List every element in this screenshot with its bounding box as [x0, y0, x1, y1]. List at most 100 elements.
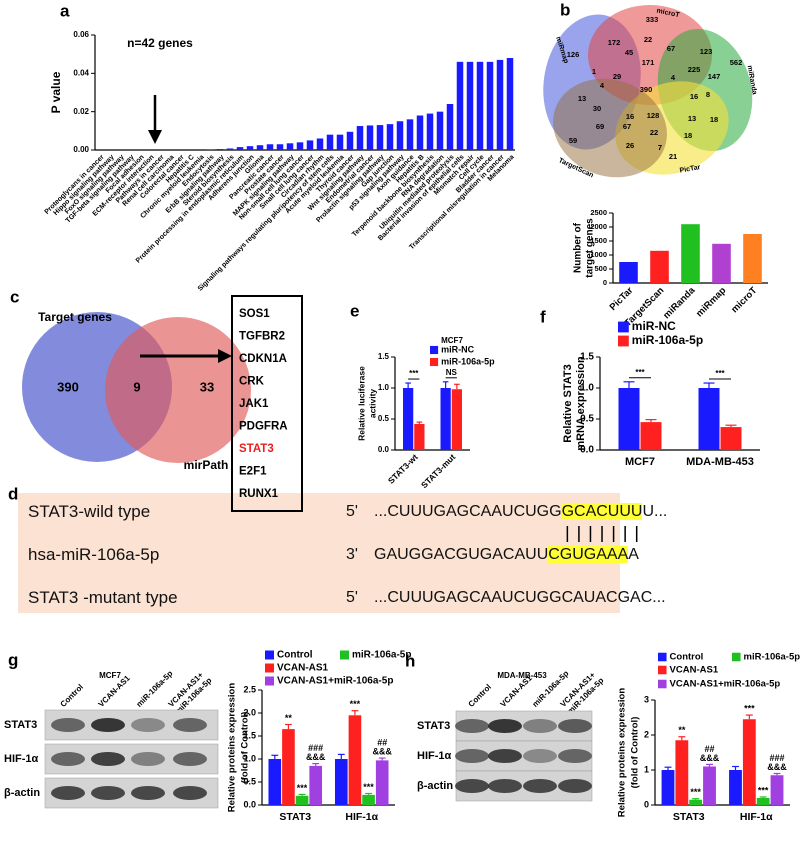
bar	[466, 61, 474, 151]
bar	[506, 58, 514, 150]
bar	[403, 388, 414, 450]
y-tick-label: 0.04	[73, 68, 89, 77]
gene-box	[231, 295, 303, 512]
venn-count: 171	[642, 58, 655, 67]
bar	[440, 388, 451, 450]
sequence-label: STAT3 -mutant type	[28, 588, 178, 607]
blot-band	[173, 718, 207, 732]
y-tick-label: 0.06	[73, 30, 89, 39]
y-axis-label: Number of	[573, 222, 584, 273]
bar	[640, 422, 662, 450]
panel-letter: c	[10, 287, 19, 306]
panel-letter: g	[8, 650, 18, 669]
gene-name: TGFBR2	[239, 331, 285, 343]
bar	[486, 61, 494, 151]
sequence-background	[18, 493, 620, 613]
venn-count: 390	[640, 85, 653, 94]
sequence: ...CUUUGAGCAAUCUGGGCACUUUU...	[374, 501, 667, 523]
sequence-row: STAT3-wild type 5' ...CUUUGAGCAAUCUGGGCACU…	[18, 501, 667, 523]
venn-count: 390	[57, 379, 79, 394]
bar	[266, 144, 274, 150]
legend-label: miR-106a-5p	[744, 652, 800, 663]
y-tick-label: 2.5	[243, 684, 256, 694]
y-tick-label: 1500	[590, 236, 607, 245]
comparison-label: ***	[635, 368, 645, 377]
sequence-end: 3'	[346, 546, 358, 563]
significance-label: ***	[758, 785, 769, 795]
bar	[703, 766, 716, 805]
chart-title: MCF7	[441, 336, 463, 345]
bar	[316, 138, 324, 150]
lane-label: Control	[467, 682, 493, 708]
blot-band	[51, 786, 85, 800]
bar	[336, 134, 344, 150]
legend-swatch	[658, 665, 667, 675]
significance-label: &&&	[306, 752, 326, 762]
y-tick-label: 1000	[590, 250, 607, 259]
bar	[675, 740, 689, 805]
venn-count: 18	[710, 115, 718, 124]
significance-label: **	[678, 725, 686, 735]
gene-name: RUNX1	[239, 488, 279, 500]
bar	[334, 759, 348, 805]
panel-letter: d	[8, 484, 18, 503]
y-axis-label: Relative proteins expression	[617, 688, 628, 818]
legend-swatch	[340, 650, 349, 660]
venn-count: 45	[625, 48, 633, 57]
y-tick-label: 0.0	[378, 445, 390, 454]
venn-set-label: PicTar	[679, 164, 701, 175]
blot-band	[91, 786, 125, 800]
venn-set	[105, 317, 251, 463]
venn-set-label: mirPath	[184, 458, 229, 472]
blot-band	[558, 719, 592, 733]
bar	[386, 124, 394, 150]
venn-count: 69	[596, 122, 604, 131]
bar	[743, 234, 762, 283]
bar	[436, 111, 444, 150]
x-tick-label: STAT3-wt	[386, 452, 420, 486]
y-tick-label: 3	[644, 694, 649, 704]
row-label: STAT3	[4, 719, 37, 731]
arrow-head	[148, 130, 162, 144]
significance-label: ###	[308, 743, 323, 753]
bar	[226, 148, 234, 150]
significance-label: **	[285, 713, 293, 723]
row-label: STAT3	[417, 720, 450, 732]
legend-label: miR-106a-5p	[441, 356, 495, 366]
bar	[295, 795, 309, 805]
comparison-label: ***	[409, 369, 419, 378]
x-tick-label: microT	[729, 285, 759, 315]
y-tick-label: 2.0	[243, 707, 256, 717]
bar	[282, 729, 295, 805]
y-axis-label: target genes	[585, 218, 596, 278]
sequence-part: ...CUUUGAGCAAUCUGGCAUACGAC...	[374, 589, 666, 606]
bar	[286, 143, 294, 150]
bar	[366, 125, 374, 150]
panel-letter: f	[540, 307, 546, 326]
bar	[375, 760, 389, 805]
legend-swatch	[265, 676, 274, 686]
significance-label: ***	[690, 787, 701, 797]
bar	[309, 765, 323, 805]
annotation: n=42 genes	[127, 36, 193, 50]
bar	[742, 719, 756, 805]
x-tick-label: HIF-1α	[740, 811, 773, 823]
venn-count: 4	[600, 81, 605, 90]
blot-band	[455, 779, 489, 793]
venn-count: 18	[684, 131, 692, 140]
y-tick-label: 1	[644, 764, 649, 774]
y-tick-label: 2500	[590, 208, 607, 217]
venn-count: 22	[644, 35, 652, 44]
x-tick-label: MDA-MB-453	[686, 456, 754, 468]
sequence-row: STAT3 -mutant type 5' ...CUUUGAGCAAUCUGGCA…	[18, 587, 666, 609]
y-tick-label: 2000	[590, 222, 607, 231]
legend-label: miR-106a-5p	[632, 333, 703, 347]
venn-count: 126	[567, 50, 580, 59]
y-tick-label: 500	[594, 264, 607, 273]
venn-count: 33	[200, 379, 214, 394]
x-tick-label: STAT3	[673, 811, 705, 823]
y-axis-label: (fold of Control)	[240, 712, 251, 784]
blot-band	[91, 718, 125, 732]
